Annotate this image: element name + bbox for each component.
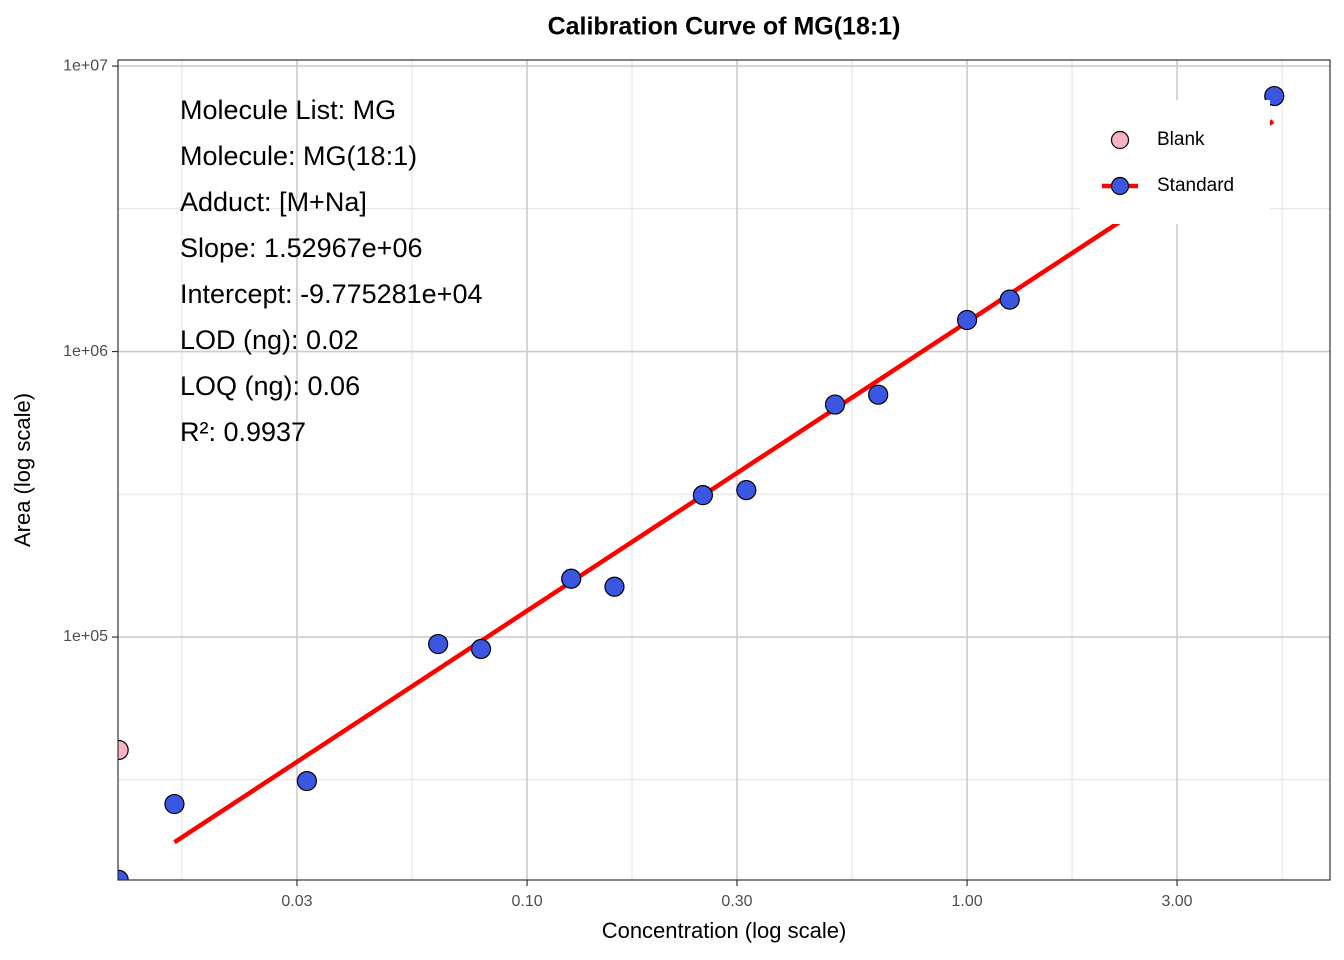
point bbox=[736, 480, 757, 501]
y-tick-label: 1e+07 bbox=[63, 57, 108, 74]
point bbox=[470, 638, 492, 660]
annotation: Molecule List: MG bbox=[180, 95, 396, 125]
legend-marker bbox=[1110, 176, 1130, 196]
legend-label: Blank bbox=[1157, 129, 1205, 150]
chart-title: Calibration Curve of MG(18:1) bbox=[548, 13, 901, 41]
point bbox=[868, 384, 889, 405]
point bbox=[604, 576, 625, 597]
y-tick-label: 1e+05 bbox=[63, 628, 108, 645]
annotation: Adduct: [M+Na] bbox=[180, 187, 367, 217]
x-tick-label: 1.00 bbox=[952, 893, 983, 910]
annotation: LOQ (ng): 0.06 bbox=[180, 371, 360, 401]
fit-line bbox=[173, 119, 1275, 845]
plot-border bbox=[117, 59, 1331, 881]
legend-marker bbox=[1110, 130, 1130, 150]
annotation: Molecule: MG(18:1) bbox=[180, 141, 417, 171]
annotations: Molecule List: MG Molecule: MG(18:1) Adduc… bbox=[180, 95, 482, 447]
annotation: LOD (ng): 0.02 bbox=[180, 325, 359, 355]
legend: Blank Standard bbox=[1080, 100, 1270, 224]
point bbox=[118, 739, 129, 761]
x-tick-label: 0.10 bbox=[511, 893, 542, 910]
legend-label: Standard bbox=[1157, 175, 1234, 196]
y-axis-title: Area (log scale) bbox=[10, 393, 35, 547]
plot-area bbox=[118, 85, 1285, 880]
y-tick-label: 1e+06 bbox=[63, 343, 108, 360]
legend-box bbox=[1080, 100, 1270, 224]
point bbox=[692, 485, 714, 506]
axes: 0.03 0.10 0.30 1.00 3.00 1e+05 1e+06 1e+07 bbox=[63, 57, 1193, 910]
point bbox=[296, 770, 317, 792]
point bbox=[561, 568, 582, 589]
x-tick-label: 0.30 bbox=[721, 893, 752, 910]
x-axis-title: Concentration (log scale) bbox=[602, 918, 847, 943]
annotation: Intercept: -9.775281e+04 bbox=[180, 279, 482, 309]
annotation: R²: 0.9937 bbox=[180, 417, 306, 447]
point bbox=[428, 633, 449, 655]
point bbox=[824, 394, 846, 415]
grid bbox=[118, 60, 1330, 880]
x-tick-label: 0.03 bbox=[281, 893, 312, 910]
point bbox=[164, 793, 185, 815]
annotation: Slope: 1.52967e+06 bbox=[180, 233, 422, 263]
point bbox=[956, 309, 978, 331]
point bbox=[999, 289, 1020, 310]
x-tick-label: 3.00 bbox=[1161, 893, 1192, 910]
